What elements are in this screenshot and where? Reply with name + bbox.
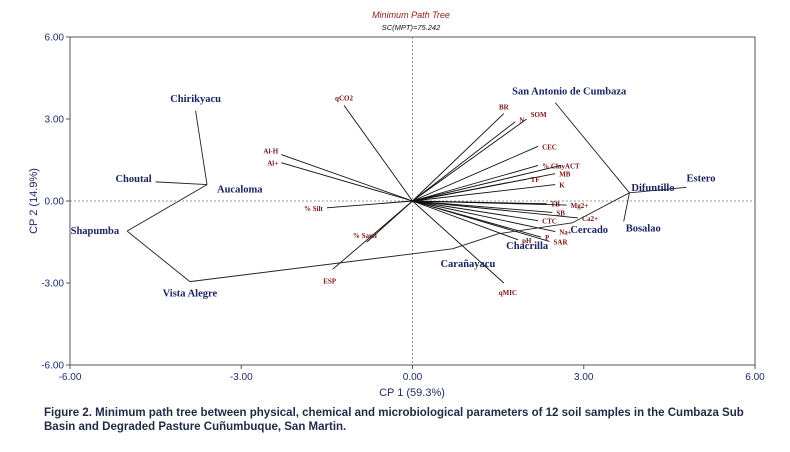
y-tick-label: -6.00 [41, 361, 64, 372]
vector-na [412, 200, 556, 233]
vector-label-esp: ESP [323, 277, 337, 285]
vector-label-tf: TF [531, 176, 540, 184]
sample-label-shapumba: Shapumba [71, 226, 120, 237]
x-tick-label: 3.00 [574, 372, 594, 383]
tree-edge-san-antonio-de-cumbaza-difuntillo [554, 102, 630, 194]
tree-edge-chacrilla-cercado [498, 222, 573, 235]
vector-br [412, 113, 505, 202]
vector-n [412, 121, 516, 202]
sample-label-san-antonio-de-cumbaza: San Antonio de Cumbaza [512, 87, 627, 98]
sample-label-difuntillo: Difuntillo [631, 183, 674, 194]
vector-cec [412, 145, 539, 202]
y-tick-label: 3.00 [45, 115, 65, 126]
chart-title: Minimum Path Tree [372, 10, 450, 20]
chart-subtitle: SC(MPT)=75.242 [382, 23, 441, 32]
vector-label-ph: pH [522, 237, 532, 245]
vector-label-ctc: CTC [542, 218, 557, 226]
figure-caption: Figure 2. Minimum path tree between phys… [44, 407, 744, 433]
vector-qco2 [343, 105, 413, 202]
vector-label-sar: SAR [554, 238, 569, 246]
tree-edge-aucaloma-shapumba [126, 184, 208, 232]
vector-clay [412, 165, 539, 202]
sample-labels: Chirikyacu Choutal Aucaloma Shapumba Vista A… [71, 87, 716, 300]
pca-biplot: Minimum Path Tree SC(MPT)=75.242 -6.00 -3… [28, 10, 765, 399]
tree-edge-difuntillo-estero [629, 186, 687, 194]
x-tick-label: 0.00 [403, 372, 423, 383]
sample-label-estero: Estero [687, 173, 716, 184]
vector-al [281, 162, 413, 202]
x-axis-label: CP 1 (59.3%) [379, 387, 445, 399]
y-axis-label: CP 2 (14.9%) [28, 168, 40, 234]
vector-label-n: N [519, 117, 524, 125]
tree-edge-cara-ayacu-chacrilla [452, 233, 499, 250]
sample-label-vista-alegre: Vista Alegre [163, 289, 218, 300]
vector-ca2 [412, 200, 579, 219]
x-tick-label: 6.00 [745, 372, 765, 383]
vector-label-mb: MB [559, 171, 571, 179]
y-tick-label: -3.00 [41, 279, 64, 290]
vector-label-k: K [559, 182, 565, 190]
vector-qmic [412, 200, 505, 284]
axes: -6.00 -3.00 0.00 3.00 6.00 6.00 3.00 0.00 -3.00 -… [41, 33, 765, 384]
vector-sb [412, 200, 553, 213]
vector-label-som: SOM [531, 111, 547, 119]
vector-label-sand: % Sand [353, 232, 377, 240]
vector-label-cec: CEC [542, 143, 557, 151]
tree-edge-difuntillo-bosalao [623, 192, 630, 222]
vector-label-sb: SB [556, 209, 565, 217]
x-tick-label: -6.00 [59, 372, 82, 383]
x-tick-label: -3.00 [230, 372, 253, 383]
vector-som [412, 118, 527, 202]
vector-label-na: Na+ [559, 229, 572, 237]
tree-edge-shapumba-vista-alegre [126, 230, 191, 282]
sample-label-bosalao: Bosalao [626, 224, 661, 235]
vector-tf [412, 178, 527, 202]
sample-label-cara-ayacu: Carañayacu [440, 259, 495, 270]
sample-label-choutal: Choutal [115, 174, 151, 185]
y-tick-label: 0.00 [45, 197, 65, 208]
vector-label-silt: % Silt [304, 205, 324, 213]
sample-label-cercado: Cercado [570, 225, 608, 236]
vector-label-mg2: Mg2+ [571, 202, 589, 210]
vector-k [412, 184, 556, 202]
vector-ctc [412, 200, 539, 222]
vector-al-h [281, 154, 413, 202]
tree-edge-chirikyacu-aucaloma [195, 110, 208, 185]
vector-label-clay: % Clay [542, 162, 565, 170]
sample-label-chirikyacu: Chirikyacu [170, 94, 221, 105]
tree-edge-choutal-aucaloma [155, 181, 208, 186]
y-tick-label: 6.00 [45, 33, 65, 44]
vector-esp [332, 200, 413, 270]
vector-silt [326, 200, 413, 209]
tree-edge-cercado-difuntillo [572, 192, 630, 224]
vector-label-ca2: Ca2+ [582, 215, 598, 223]
minimum-path-tree [126, 102, 687, 283]
vector-label-act: ACT [565, 162, 580, 170]
tree-edge-vista-alegre-cara-ayacu [189, 248, 453, 283]
sample-label-chacrilla: Chacrilla [506, 241, 549, 252]
vector-label-br: BR [499, 104, 510, 112]
sample-label-aucaloma: Aucaloma [217, 185, 263, 196]
vector-mg2 [412, 200, 567, 206]
vector-label-p: P [545, 234, 550, 242]
vector-sar [412, 200, 550, 242]
vector-act [412, 165, 562, 202]
vector-label-al: Al+ [267, 160, 278, 168]
vector-label-al-h: Al-H [263, 148, 278, 156]
vector-label-qco2: qCO2 [335, 94, 353, 102]
vector-label-qmic: qMIC [499, 289, 517, 297]
